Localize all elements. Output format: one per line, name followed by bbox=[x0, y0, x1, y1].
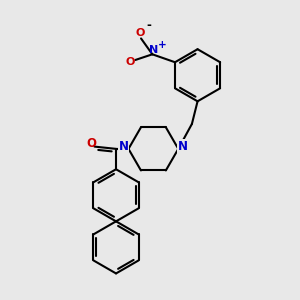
Text: -: - bbox=[146, 20, 152, 32]
Text: O: O bbox=[86, 137, 96, 150]
Text: O: O bbox=[135, 28, 145, 38]
Text: N: N bbox=[118, 140, 128, 153]
Text: O: O bbox=[125, 57, 134, 67]
Text: +: + bbox=[158, 40, 167, 50]
Text: N: N bbox=[149, 45, 158, 55]
Text: N: N bbox=[178, 140, 188, 153]
